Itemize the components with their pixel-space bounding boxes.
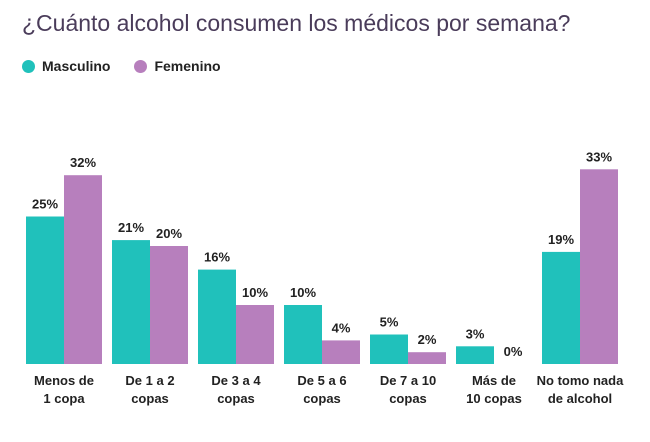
bar-value-label-femenino-2: 10% [242,285,268,300]
category-label-1-line-0: De 1 a 2 [125,373,174,388]
bar-value-label-masculino-0: 25% [32,197,58,212]
bar-masculino-3 [284,305,322,364]
legend-label-masculino: Masculino [42,58,111,74]
category-label-3-line-0: De 5 a 6 [297,373,346,388]
bar-value-label-masculino-1: 21% [118,220,144,235]
category-label-6-line-0: No tomo nada [537,373,624,388]
bar-masculino-0 [26,216,64,364]
legend-swatch-femenino [134,59,148,73]
category-label-2-line-0: De 3 a 4 [211,373,261,388]
category-label-4-line-1: copas [389,391,427,406]
bar-value-label-femenino-5: 0% [504,344,523,359]
category-label-5-line-0: Más de [472,373,516,388]
bar-value-label-femenino-4: 2% [418,332,437,347]
bar-femenino-4 [408,352,446,364]
bar-value-label-masculino-5: 3% [466,326,485,341]
category-label-6-line-1: de alcohol [548,391,612,406]
bar-masculino-4 [370,334,408,364]
category-label-0-line-1: 1 copa [43,391,85,406]
legend: Masculino Femenino [22,58,245,74]
bar-femenino-2 [236,305,274,364]
legend-swatch-masculino [22,59,35,73]
chart-title: ¿Cuánto alcohol consumen los médicos por… [22,10,571,36]
bar-masculino-1 [112,240,150,364]
category-label-0-line-0: Menos de [34,373,94,388]
bar-femenino-6 [580,169,618,364]
bar-masculino-2 [198,269,236,364]
bar-value-label-femenino-3: 4% [332,320,351,335]
bar-femenino-0 [64,175,102,364]
category-label-3-line-1: copas [303,391,341,406]
bar-masculino-6 [542,251,580,364]
category-label-1-line-1: copas [131,391,169,406]
legend-item-masculino: Masculino [22,58,110,74]
bar-value-label-femenino-1: 20% [156,226,182,241]
bar-masculino-5 [456,346,494,364]
category-label-5-line-1: 10 copas [466,391,522,406]
category-label-2-line-1: copas [217,391,255,406]
bar-value-label-masculino-6: 19% [548,232,574,247]
category-label-4-line-0: De 7 a 10 [380,373,436,388]
bar-value-label-masculino-4: 5% [380,315,399,330]
bar-femenino-1 [150,246,188,364]
bar-value-label-femenino-0: 32% [70,155,96,170]
bar-value-label-femenino-6: 33% [586,149,612,164]
bar-femenino-3 [322,340,360,364]
legend-item-femenino: Femenino [134,58,221,74]
legend-label-femenino: Femenino [154,58,221,74]
bar-value-label-masculino-2: 16% [204,250,230,265]
bar-value-label-masculino-3: 10% [290,285,316,300]
